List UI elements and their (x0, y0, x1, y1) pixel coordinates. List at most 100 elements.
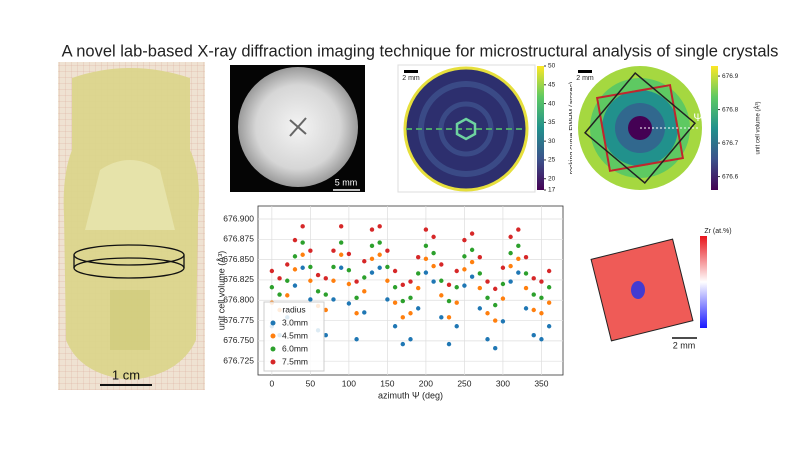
point (292, 237, 298, 243)
scale-label: 5 mm (335, 177, 358, 187)
point (423, 270, 429, 275)
point (338, 265, 344, 270)
point (408, 337, 413, 342)
point (400, 315, 405, 320)
point (300, 240, 305, 245)
point (446, 315, 452, 320)
point (423, 227, 429, 232)
scale-label: 2 mm (402, 75, 420, 82)
wafer-photo: 5 mm (230, 65, 365, 192)
scale-label: 1 cm (112, 367, 140, 382)
point (462, 254, 467, 259)
point (308, 278, 313, 283)
point (500, 296, 506, 301)
point (277, 276, 282, 281)
point (300, 224, 305, 229)
volume-map: Ψ 2 mm unit cell volume (Å³) (572, 65, 762, 192)
point (508, 279, 513, 284)
colorbar-tick-label: 40 (548, 100, 556, 107)
point (462, 267, 467, 272)
x-tick-label: 150 (380, 378, 394, 388)
point (523, 285, 529, 291)
point (377, 252, 382, 257)
point (416, 285, 421, 291)
colorbar-tick-label: 676.9 (722, 73, 739, 80)
colorbar-tick-label: 17 (548, 187, 556, 194)
point (323, 307, 328, 313)
point (338, 252, 344, 257)
point (469, 247, 475, 253)
x-tick-label: 0 (269, 378, 274, 388)
colorbar-tick-label: 20 (548, 175, 556, 182)
point (531, 307, 536, 313)
point (431, 263, 436, 269)
point (338, 240, 344, 245)
point (369, 256, 375, 262)
point (362, 275, 367, 280)
point (531, 332, 536, 338)
point (485, 337, 490, 342)
point (369, 270, 375, 275)
point (523, 306, 529, 311)
point (516, 270, 521, 275)
x-tick-label: 300 (496, 378, 510, 388)
colorbar-tick-label: 50 (548, 63, 556, 70)
point (539, 337, 544, 342)
point (408, 295, 413, 301)
point (477, 285, 483, 291)
point (377, 224, 382, 229)
point (308, 248, 313, 253)
point (354, 279, 359, 284)
y-axis-label: unit cell volume (Å³) (216, 251, 226, 331)
scale-label: 2 mm (576, 75, 594, 82)
point (300, 265, 305, 270)
x-tick-label: 100 (342, 378, 356, 388)
point (539, 295, 544, 301)
point (346, 281, 352, 287)
point (539, 279, 544, 284)
legend-title: radius (282, 304, 305, 314)
point (285, 293, 290, 298)
colorbar-tick-label: 45 (548, 82, 556, 89)
point (408, 279, 413, 284)
x-tick-label: 50 (306, 378, 316, 388)
point (546, 268, 552, 274)
point (439, 278, 444, 283)
point (439, 315, 444, 320)
point (308, 264, 313, 270)
point (477, 271, 483, 276)
point (454, 300, 459, 305)
point (416, 271, 421, 276)
point (392, 285, 398, 290)
point (500, 281, 506, 287)
point (485, 311, 490, 316)
point (338, 224, 344, 229)
point (292, 267, 298, 272)
point (516, 227, 521, 232)
point (277, 292, 282, 297)
point (392, 324, 398, 329)
point (323, 292, 328, 297)
point (539, 311, 544, 316)
point (516, 256, 521, 262)
point (546, 324, 552, 329)
point (523, 254, 529, 260)
point (439, 293, 444, 298)
point (431, 250, 436, 256)
x-axis-label: azimuth Ψ (deg) (378, 390, 443, 400)
point (315, 272, 321, 278)
point (323, 276, 328, 281)
y-tick-label: 676.850 (223, 254, 254, 264)
y-tick-label: 676.875 (223, 234, 254, 244)
point (315, 289, 321, 294)
point (385, 297, 390, 302)
point (469, 231, 475, 236)
colorbar-tick-label: 676.6 (722, 173, 739, 180)
point (362, 289, 367, 294)
point (354, 311, 359, 316)
point (485, 279, 490, 284)
point (454, 268, 459, 274)
legend-marker (270, 346, 276, 352)
legend-label: 6.0mm (282, 343, 308, 353)
